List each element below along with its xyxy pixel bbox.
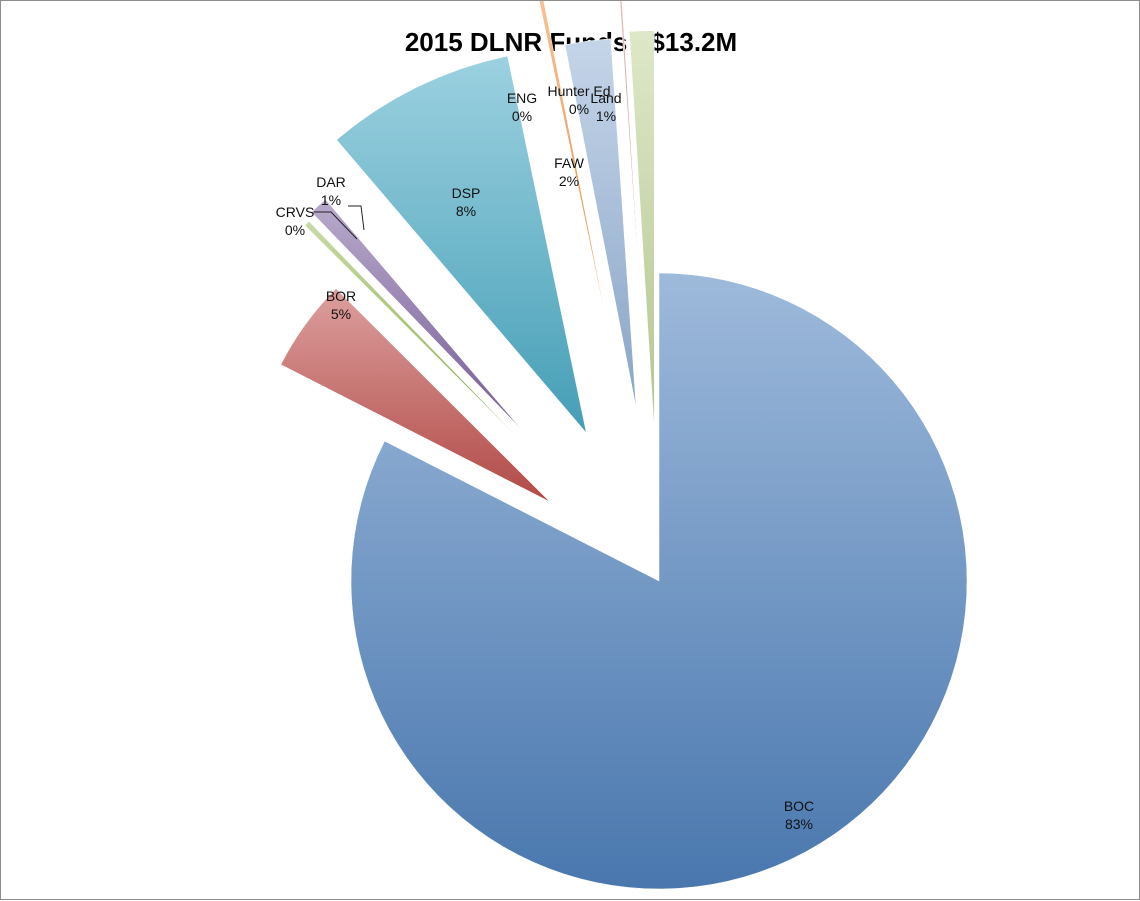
leader-lines [314,205,365,240]
slice-label-boc: BOC 83% [784,798,814,832]
slices-layer [280,1,968,890]
pie-slice-boc [350,272,968,890]
labels-layer: BOC 83% BOR 5% CRVS 0%DAR 1% DSP 8% ENG 0% FAW 2% Hun… [276,83,815,832]
pie-slice-faw [564,38,637,408]
leader-line-crvs [314,211,358,240]
pie-slice-bor [280,288,550,502]
slice-label-hunter-ed: Hunter Ed 0% [547,83,610,117]
slice-label-faw: FAW 2% [554,155,585,189]
slice-label-eng: ENG 0% [507,90,537,124]
pie-slice-dsp [336,55,587,434]
slice-label-bor: BOR 5% [326,288,356,322]
slice-label-crvs: CRVS 0% [276,204,315,238]
slice-label-dar: DAR 1% [316,174,346,208]
slice-label-dsp: DSP 8% [452,185,481,219]
pie-slice-land [629,30,655,432]
pie-slice-eng [539,1,610,337]
leader-line-dar [348,205,365,231]
pie-slice-hunter-ed [619,1,642,312]
pie-slice-dar [311,199,522,430]
pie-slice-crvs [304,221,519,439]
slice-label-land: Land 1% [590,90,621,124]
